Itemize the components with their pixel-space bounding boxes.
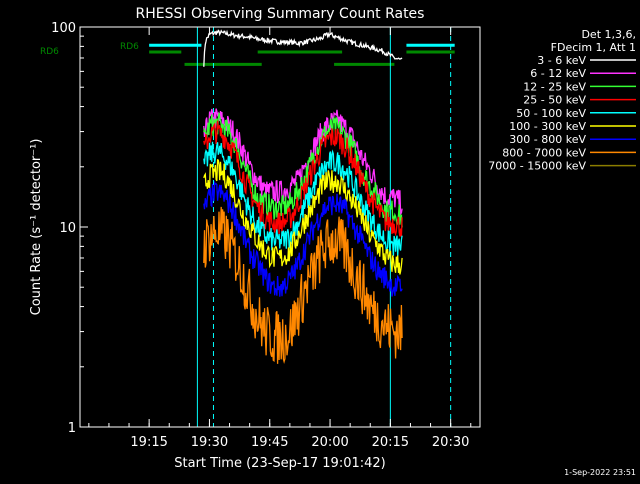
x-axis: 19:15 19:30 19:45 20:00 20:15 20:30 xyxy=(88,27,472,450)
legend-label: 6 - 12 keV xyxy=(530,67,586,80)
series-line xyxy=(203,120,403,238)
legend-label: 3 - 6 keV xyxy=(537,54,586,67)
legend-header: Det 1,3,6, xyxy=(581,28,636,41)
legend-label: 25 - 50 keV xyxy=(523,94,586,107)
y-tick-label: 10 xyxy=(59,221,76,236)
legend-label: 100 - 300 keV xyxy=(509,120,586,133)
x-tick-label: 20:00 xyxy=(311,435,348,450)
legend-label: 7000 - 15000 keV xyxy=(488,160,586,173)
legend-label: 50 - 100 keV xyxy=(516,107,586,120)
x-tick-label: 19:15 xyxy=(130,435,167,450)
y-axis-label: Count Rate (s⁻¹ detector⁻¹) xyxy=(29,139,44,316)
x-tick-label: 20:30 xyxy=(432,435,469,450)
x-axis-label: Start Time (23-Sep-17 19:01:42) xyxy=(174,456,385,471)
y-tick-label: 1 xyxy=(68,421,76,436)
x-tick-label: 19:30 xyxy=(191,435,228,450)
plot-area: RD6 RD6 xyxy=(40,27,455,427)
series-line xyxy=(203,108,403,216)
x-tick-label: 19:45 xyxy=(251,435,288,450)
series-line xyxy=(203,159,403,275)
series-line xyxy=(203,180,403,297)
legend-label: 800 - 7000 keV xyxy=(502,146,586,159)
series-line xyxy=(203,29,403,67)
y-axis: 1 10 100 xyxy=(51,21,88,436)
footer-timestamp: 1-Sep-2022 23:51 xyxy=(564,468,636,477)
chart-title: RHESSI Observing Summary Count Rates xyxy=(136,6,425,22)
annotation-label: RD6 xyxy=(40,47,59,57)
x-tick-label: 20:15 xyxy=(372,435,409,450)
legend-label: 300 - 800 keV xyxy=(509,133,586,146)
legend-header: FDecim 1, Att 1 xyxy=(551,41,636,54)
legend-label: 12 - 25 keV xyxy=(523,80,586,93)
annotation-label: RD6 xyxy=(120,42,139,52)
y-tick-label: 100 xyxy=(51,21,76,36)
series-line xyxy=(203,206,403,365)
